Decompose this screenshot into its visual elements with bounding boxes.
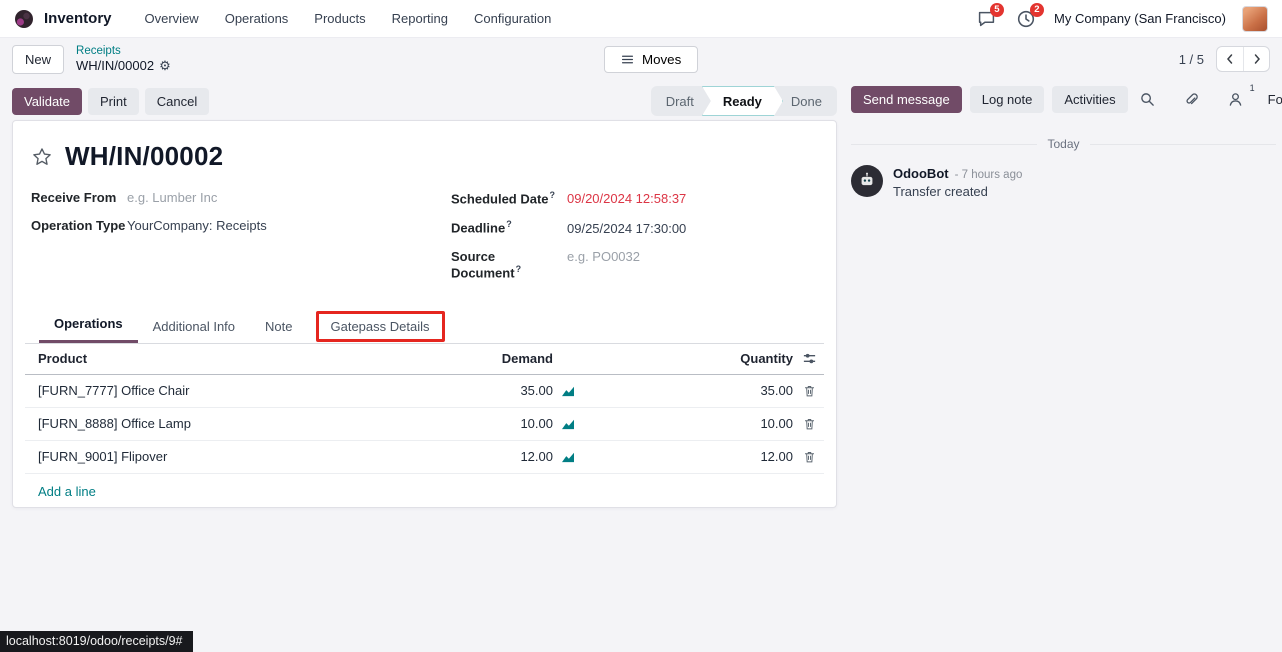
- company-switcher[interactable]: My Company (San Francisco): [1054, 11, 1226, 26]
- operation-type-label: Operation Type: [31, 218, 126, 233]
- forecast-chart-icon[interactable]: [553, 418, 583, 430]
- record-title: WH/IN/00002: [65, 141, 224, 171]
- table-row[interactable]: [FURN_9001] Flipover 12.00 12.00: [25, 441, 824, 474]
- activities-clock-icon[interactable]: 2: [1014, 2, 1045, 31]
- delete-trash-icon[interactable]: [793, 417, 826, 431]
- favorite-star-icon[interactable]: [31, 145, 55, 169]
- actions-gear-icon[interactable]: [159, 58, 171, 74]
- demand-cell[interactable]: 12.00: [520, 449, 553, 465]
- chatter-panel: Send message Log note Activities 1 Follo…: [851, 83, 1282, 199]
- column-product: Product: [38, 351, 88, 367]
- source-document-field[interactable]: e.g. PO0032: [567, 248, 640, 264]
- moves-button[interactable]: Moves: [604, 46, 699, 73]
- chatter-message: OdooBot - 7 hours ago Transfer created: [851, 165, 1276, 199]
- status-done[interactable]: Done: [790, 93, 822, 109]
- red-highlight-box: Gatepass Details: [315, 310, 445, 342]
- pager-count: 1 / 5: [1178, 51, 1204, 67]
- breadcrumb-receipts-link[interactable]: Receipts: [76, 44, 121, 57]
- followers-icon[interactable]: 1: [1224, 83, 1255, 112]
- print-button[interactable]: Print: [88, 87, 139, 115]
- pager-previous-icon[interactable]: [1217, 47, 1243, 71]
- statusbar: Draft Ready Done: [650, 86, 837, 116]
- app-name[interactable]: Inventory: [44, 10, 112, 27]
- form-action-row: Validate Print Cancel Draft Ready Done: [12, 86, 837, 116]
- help-icon: ?: [515, 263, 522, 274]
- tab-additional-info[interactable]: Additional Info: [152, 318, 236, 334]
- moves-table-header: Product Demand Quantity: [25, 344, 824, 375]
- delete-trash-icon[interactable]: [793, 384, 826, 398]
- form-sheet: WH/IN/00002 Receive From e.g. Lumber Inc…: [12, 120, 837, 508]
- validate-button[interactable]: Validate: [12, 87, 83, 115]
- column-quantity: Quantity: [740, 351, 793, 367]
- main-menu: Overview Operations Products Reporting C…: [134, 5, 563, 32]
- tab-note[interactable]: Note: [265, 318, 293, 334]
- source-document-label: Source Document?: [451, 248, 522, 280]
- menu-configuration[interactable]: Configuration: [473, 11, 552, 26]
- control-panel: New Receipts WH/IN/00002 Moves 1 / 5: [0, 38, 1282, 80]
- message-author[interactable]: OdooBot: [893, 166, 949, 181]
- followers-count: 1: [1249, 82, 1255, 93]
- inventory-app-logo-icon[interactable]: [14, 9, 34, 29]
- forecast-chart-icon[interactable]: [553, 385, 583, 397]
- message-body: Transfer created: [893, 184, 988, 199]
- notebook-tabs: Operations Additional Info Note Gatepass…: [25, 307, 824, 344]
- scheduled-date-label: Scheduled Date?: [451, 190, 556, 207]
- messages-badge: 5: [989, 2, 1005, 17]
- tab-gatepass-details[interactable]: Gatepass Details: [330, 318, 430, 334]
- demand-cell[interactable]: 10.00: [520, 416, 553, 432]
- receive-from-field[interactable]: e.g. Lumber Inc: [127, 190, 218, 205]
- follow-button[interactable]: Follow: [1267, 92, 1282, 107]
- receive-from-label: Receive From: [31, 190, 117, 205]
- menu-overview[interactable]: Overview: [144, 11, 199, 26]
- field-group: Receive From e.g. Lumber Inc Operation T…: [31, 190, 824, 293]
- product-cell[interactable]: [FURN_9001] Flipover: [38, 449, 168, 465]
- cancel-button[interactable]: Cancel: [144, 87, 210, 115]
- user-avatar[interactable]: [1242, 5, 1268, 32]
- forecast-chart-icon[interactable]: [553, 451, 583, 463]
- product-cell[interactable]: [FURN_8888] Office Lamp: [38, 416, 191, 432]
- send-message-button[interactable]: Send message: [851, 86, 962, 113]
- tab-operations[interactable]: Operations: [39, 307, 138, 343]
- help-icon: ?: [506, 219, 512, 230]
- scheduled-date-field[interactable]: 09/20/2024 12:58:37: [567, 191, 687, 207]
- quantity-cell[interactable]: 35.00: [760, 383, 793, 399]
- messages-icon[interactable]: 5: [974, 2, 1005, 31]
- date-divider: Today: [851, 137, 1276, 151]
- activities-button[interactable]: Activities: [1052, 86, 1128, 113]
- systray: 5 2 My Company (San Francisco): [974, 2, 1272, 32]
- new-button[interactable]: New: [12, 44, 65, 74]
- menu-products[interactable]: Products: [314, 11, 366, 26]
- status-ready[interactable]: Ready: [702, 86, 783, 116]
- breadcrumb: Receipts WH/IN/00002: [76, 44, 171, 75]
- odoobot-avatar: [851, 165, 883, 197]
- moves-button-label: Moves: [642, 52, 682, 67]
- breadcrumb-current: WH/IN/00002: [76, 58, 155, 74]
- help-icon: ?: [549, 190, 556, 200]
- delete-trash-icon[interactable]: [793, 450, 826, 464]
- menu-operations[interactable]: Operations: [224, 11, 289, 26]
- pager-next-icon[interactable]: [1243, 47, 1269, 71]
- top-navbar: Inventory Overview Operations Products R…: [0, 0, 1282, 38]
- quantity-cell[interactable]: 12.00: [760, 449, 793, 465]
- browser-status-url: localhost:8019/odoo/receipts/9#: [0, 631, 193, 652]
- column-demand: Demand: [501, 351, 553, 367]
- deadline-field[interactable]: 09/25/2024 17:30:00: [567, 220, 687, 236]
- status-draft[interactable]: Draft: [665, 93, 694, 109]
- activities-badge: 2: [1029, 2, 1045, 17]
- quantity-cell[interactable]: 10.00: [760, 416, 793, 432]
- pager: 1 / 5: [1179, 46, 1270, 72]
- add-a-line-link[interactable]: Add a line: [38, 483, 96, 499]
- log-note-button[interactable]: Log note: [969, 86, 1045, 113]
- message-timestamp: - 7 hours ago: [954, 169, 1023, 181]
- operation-type-field[interactable]: YourCompany: Receipts: [127, 218, 267, 233]
- menu-reporting[interactable]: Reporting: [391, 11, 448, 26]
- deadline-label: Deadline?: [451, 219, 512, 236]
- product-cell[interactable]: [FURN_7777] Office Chair: [38, 383, 190, 399]
- attachments-paperclip-icon[interactable]: [1180, 88, 1204, 112]
- optional-columns-icon[interactable]: [793, 351, 826, 366]
- table-row[interactable]: [FURN_7777] Office Chair 35.00 35.00: [25, 375, 824, 408]
- search-messages-icon[interactable]: [1136, 88, 1160, 112]
- demand-cell[interactable]: 35.00: [520, 383, 553, 399]
- table-row[interactable]: [FURN_8888] Office Lamp 10.00 10.00: [25, 408, 824, 441]
